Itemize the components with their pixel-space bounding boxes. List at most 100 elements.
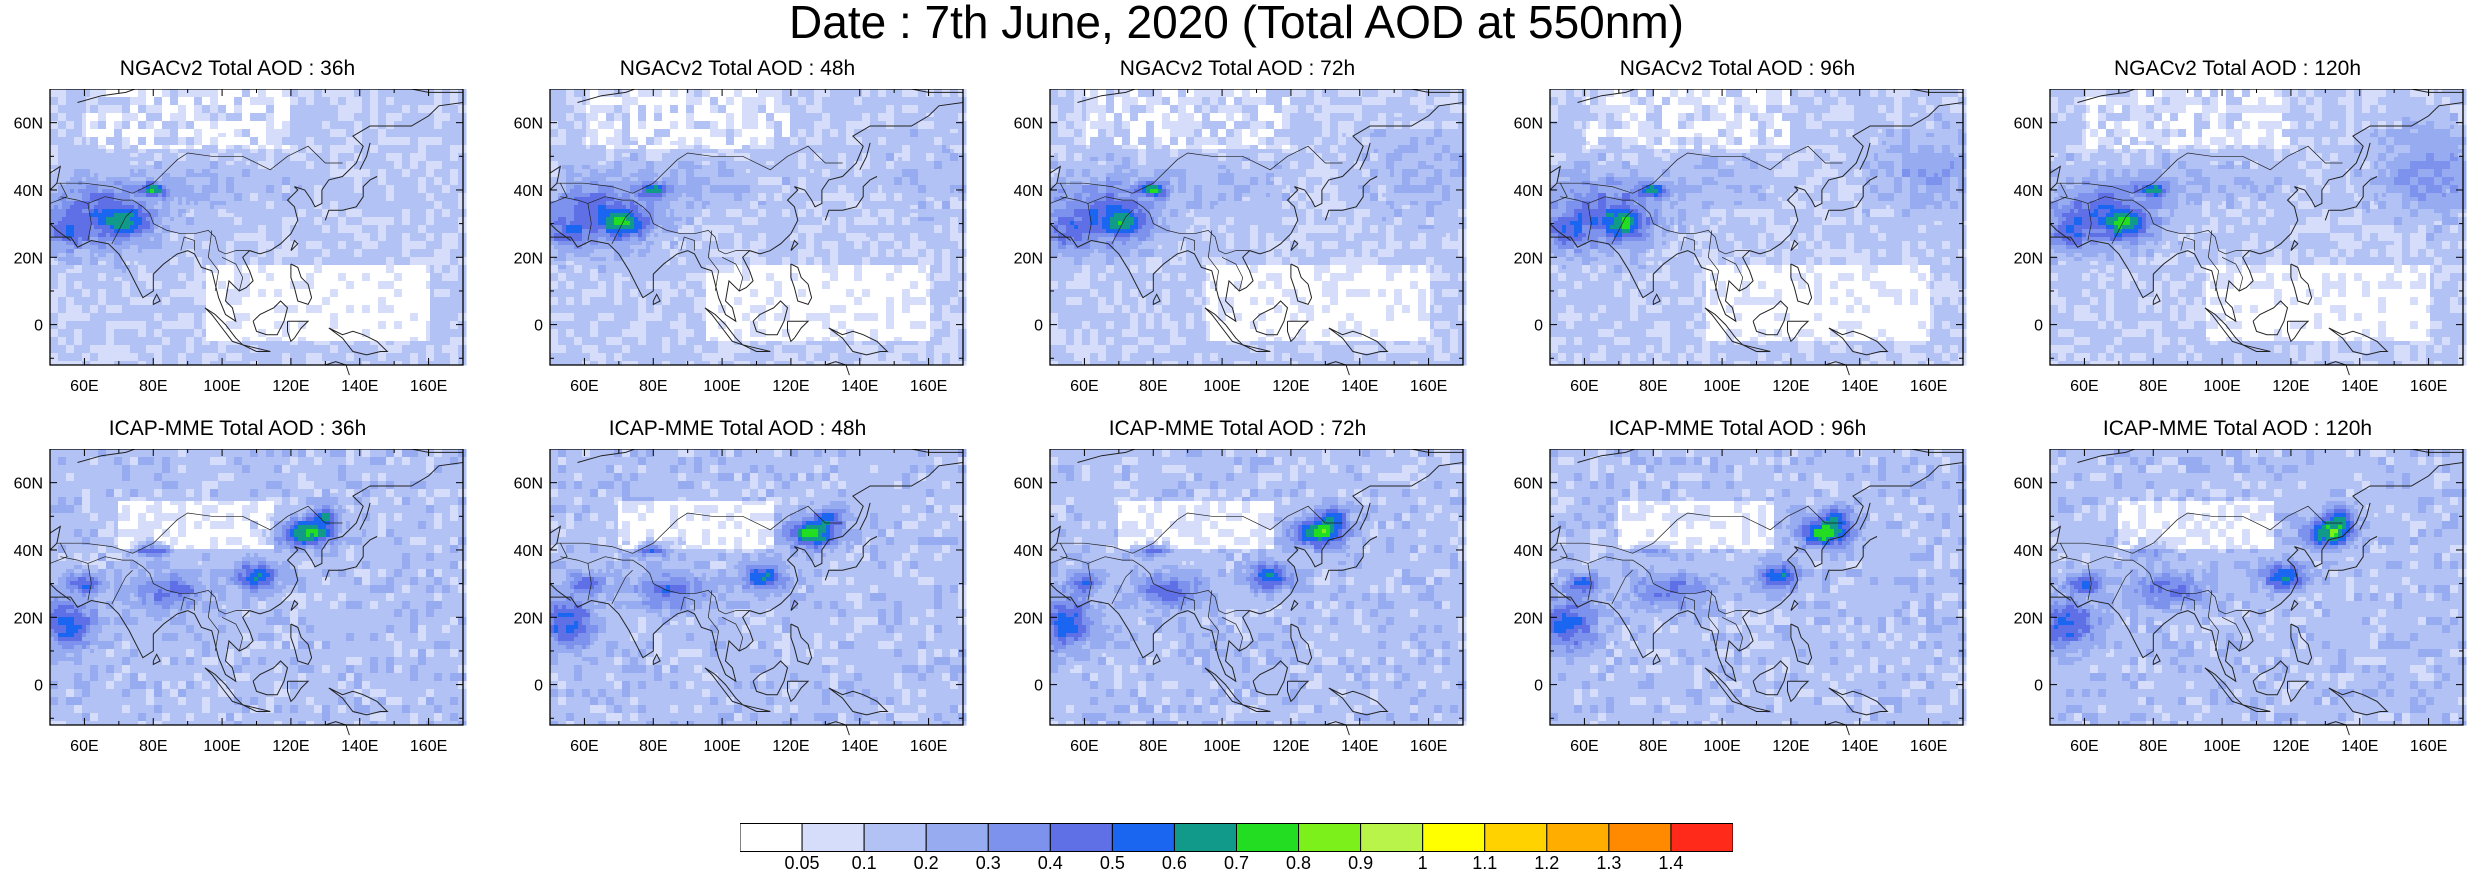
lon-tick-label: 60E (70, 378, 98, 395)
colorbar-label: 0.8 (1286, 853, 1311, 874)
lon-tick-label: 100E (1703, 378, 1740, 395)
lon-tick-label: 100E (703, 738, 740, 755)
colorbar-swatch (1174, 824, 1236, 852)
colorbar-label: 1.1 (1472, 853, 1497, 874)
colorbar-swatch (740, 824, 802, 852)
colorbar-label: 0.9 (1348, 853, 1373, 874)
lon-tick-label: 60E (570, 738, 598, 755)
map-panel-ngacv2-0: NGACv2 Total AOD : 36h 60E 80E 100E 120E 140E… (5, 57, 475, 387)
lon-tick-label: 80E (2139, 738, 2167, 755)
lon-tick-label: 160E (1410, 738, 1447, 755)
lon-tick-label: 100E (2203, 738, 2240, 755)
lon-tick-label: 140E (2341, 378, 2378, 395)
lon-tick-label: 160E (910, 378, 947, 395)
lon-tick-label: 80E (139, 378, 167, 395)
lon-tick-label: 100E (2203, 378, 2240, 395)
panel-title: ICAP-MME Total AOD : 72h (1005, 417, 1470, 441)
lon-tick-label: 120E (1772, 738, 1809, 755)
lon-tick-label: 160E (410, 738, 447, 755)
lon-tick-label: 80E (639, 738, 667, 755)
colorbar-swatch (864, 824, 926, 852)
colorbar-swatch (1609, 824, 1671, 852)
map-panel-ngacv2-3: NGACv2 Total AOD : 96h 60E 80E 100E 120E 140E… (1505, 57, 1975, 387)
map-panel-icap-mme-3: ICAP-MME Total AOD : 96h 60E 80E 100E 120E 14… (1505, 417, 1975, 747)
lon-tick-label: 80E (639, 378, 667, 395)
lat-tick-label: 0 (2034, 318, 2043, 335)
lon-tick-label: 120E (1272, 738, 1309, 755)
lon-tick-label: 60E (2070, 738, 2098, 755)
lon-tick-label: 160E (2410, 738, 2447, 755)
lon-tick-label: 140E (1841, 738, 1878, 755)
colorbar-label: 0.5 (1100, 853, 1125, 874)
lon-tick-label: 120E (1772, 378, 1809, 395)
colorbar-label: 0.1 (852, 853, 877, 874)
lon-tick-label: 60E (1070, 738, 1098, 755)
lon-tick-label: 140E (841, 738, 878, 755)
lat-tick-label: 40N (514, 543, 543, 560)
lon-tick-label: 60E (1070, 378, 1098, 395)
colorbar-label: 0.05 (785, 853, 820, 874)
lat-tick-label: 60N (2014, 116, 2043, 133)
lat-tick-label: 0 (1034, 678, 1043, 695)
colorbar-label: 0.7 (1224, 853, 1249, 874)
lat-tick-label: 60N (514, 476, 543, 493)
lat-tick-label: 20N (2014, 250, 2043, 267)
lat-tick-label: 40N (1014, 183, 1043, 200)
colorbar-swatch (1237, 824, 1299, 852)
lat-tick-label: 20N (14, 610, 43, 627)
lat-tick-label: 0 (1034, 318, 1043, 335)
figure-title: Date : 7th June, 2020 (Total AOD at 550n… (0, 0, 2473, 44)
lat-tick-label: 0 (2034, 678, 2043, 695)
lon-tick-label: 140E (2341, 738, 2378, 755)
lat-tick-label: 0 (534, 678, 543, 695)
colorbar-label: 0.6 (1162, 853, 1187, 874)
lat-tick-label: 60N (514, 116, 543, 133)
lon-tick-label: 160E (1910, 738, 1947, 755)
colorbar-label: 1.4 (1658, 853, 1683, 874)
lon-tick-label: 60E (1570, 738, 1598, 755)
colorbar-label: 0.2 (914, 853, 939, 874)
colorbar-swatch (1547, 824, 1609, 852)
colorbar-swatch (1299, 824, 1361, 852)
lat-tick-label: 20N (1014, 610, 1043, 627)
map-panel-ngacv2-4: NGACv2 Total AOD : 120h 60E 80E 100E 120E 140… (2005, 57, 2473, 387)
panel-title: ICAP-MME Total AOD : 96h (1505, 417, 1970, 441)
lat-tick-label: 20N (514, 250, 543, 267)
lon-tick-label: 120E (2272, 738, 2309, 755)
lon-tick-label: 80E (1639, 378, 1667, 395)
lat-tick-label: 20N (2014, 610, 2043, 627)
lat-tick-label: 40N (1514, 183, 1543, 200)
lat-tick-label: 60N (2014, 476, 2043, 493)
lat-tick-label: 60N (14, 476, 43, 493)
lat-tick-label: 0 (1534, 678, 1543, 695)
lat-tick-label: 60N (1014, 476, 1043, 493)
lat-tick-label: 60N (14, 116, 43, 133)
lon-tick-label: 160E (2410, 378, 2447, 395)
colorbar-swatch (1050, 824, 1112, 852)
lon-tick-label: 100E (1203, 738, 1240, 755)
map-panel-icap-mme-1: ICAP-MME Total AOD : 48h 60E 80E 100E 120E 14… (505, 417, 975, 747)
lon-tick-label: 140E (841, 378, 878, 395)
lon-tick-label: 100E (1703, 738, 1740, 755)
map-panel-ngacv2-1: NGACv2 Total AOD : 48h 60E 80E 100E 120E 140E… (505, 57, 975, 387)
lon-tick-label: 160E (410, 378, 447, 395)
aod-colorbar: 0.05 0.1 0.2 0.3 0.4 0.5 0.6 0.7 0.8 0.9 1 1.1 1.2 1.… (740, 823, 1733, 874)
lon-tick-label: 80E (2139, 378, 2167, 395)
panel-title: NGACv2 Total AOD : 72h (1005, 57, 1470, 81)
colorbar-label: 0.4 (1038, 853, 1063, 874)
lat-tick-label: 20N (1514, 250, 1543, 267)
lon-tick-label: 80E (1139, 738, 1167, 755)
lat-tick-label: 40N (14, 543, 43, 560)
lat-tick-label: 0 (34, 318, 43, 335)
lat-tick-label: 20N (14, 250, 43, 267)
map-panel-icap-mme-2: ICAP-MME Total AOD : 72h 60E 80E 100E 120E 14… (1005, 417, 1475, 747)
colorbar-label: 1.2 (1534, 853, 1559, 874)
colorbar-swatch (1423, 824, 1485, 852)
